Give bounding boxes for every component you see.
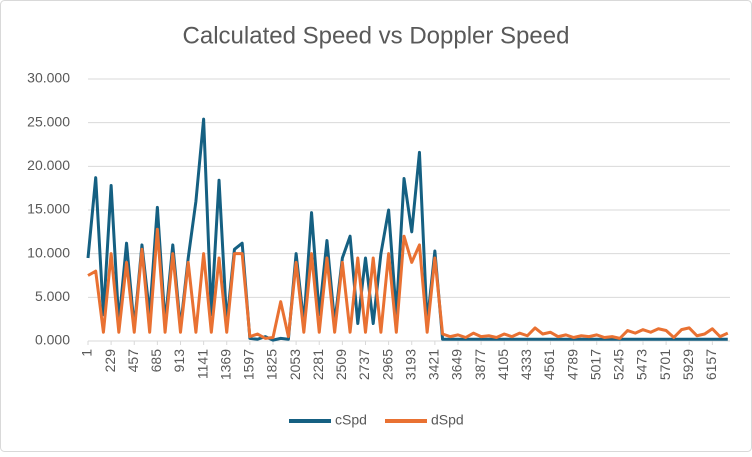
x-tick-label: 3649 [449, 349, 465, 380]
series-line [86, 117, 728, 342]
x-tick-label: 5473 [634, 349, 650, 380]
y-tick-label: 10.000 [27, 244, 70, 260]
legend-label: cSpd [335, 412, 367, 428]
x-tick-label: 2281 [310, 349, 326, 380]
x-tick-label: 3421 [426, 349, 442, 380]
x-tick-label: 2509 [333, 349, 349, 380]
series-line [87, 227, 729, 340]
x-tick-label: 457 [125, 349, 141, 373]
x-tick-label: 5929 [680, 349, 696, 380]
y-tick-label: 5.000 [35, 288, 70, 304]
x-tick-label: 1 [79, 349, 95, 357]
y-tick-label: 20.000 [27, 157, 70, 173]
x-tick-label: 4105 [495, 349, 511, 380]
x-tick-label: 913 [171, 349, 187, 373]
x-tick-label: 5017 [587, 349, 603, 380]
x-tick-label: 2737 [356, 349, 372, 380]
x-tick-label: 2053 [287, 349, 303, 380]
x-tick-label: 5701 [657, 349, 673, 380]
x-tick-label: 5245 [611, 349, 627, 380]
x-tick-label: 6157 [703, 349, 719, 380]
x-tick-label: 685 [148, 349, 164, 373]
x-tick-label: 3193 [402, 349, 418, 380]
x-tick-label: 229 [102, 349, 118, 373]
x-tick-label: 1825 [264, 349, 280, 380]
y-tick-label: 25.000 [27, 113, 70, 129]
x-tick-label: 1597 [241, 349, 257, 380]
y-tick-label: 0.000 [35, 332, 70, 348]
y-tick-label: 15.000 [27, 201, 70, 217]
legend-label: dSpd [431, 412, 464, 428]
x-tick-label: 4333 [518, 349, 534, 380]
x-tick-label: 2965 [379, 349, 395, 380]
x-tick-label: 4561 [541, 349, 557, 380]
y-tick-label: 30.000 [27, 70, 70, 86]
chart-title: Calculated Speed vs Doppler Speed [183, 22, 570, 49]
x-tick-label: 1141 [194, 349, 210, 379]
x-tick-label: 3877 [472, 349, 488, 380]
x-tick-label: 1369 [217, 349, 233, 380]
x-tick-label: 4789 [564, 349, 580, 380]
